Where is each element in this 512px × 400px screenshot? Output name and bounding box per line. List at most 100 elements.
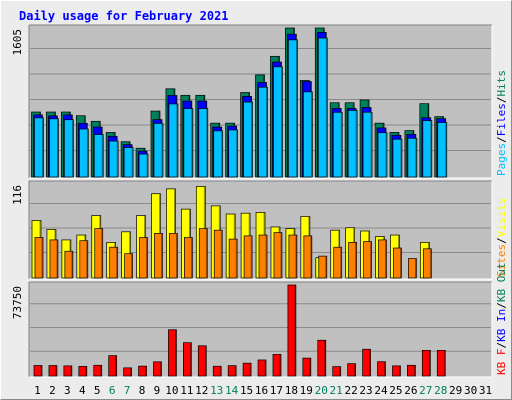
bar-pages-day-7 xyxy=(123,147,134,178)
bar-pages-day-12 xyxy=(198,108,209,178)
x-tick-label: 6 xyxy=(109,384,116,397)
x-tick-label: 2 xyxy=(49,384,56,397)
bar-pages-day-28 xyxy=(437,122,448,178)
bar-sites-day-27 xyxy=(422,248,432,279)
bar-sites-day-19 xyxy=(303,235,313,279)
legend-visits: Visits xyxy=(495,198,508,238)
x-tick-label: 1 xyxy=(34,384,41,397)
bar-pages-day-11 xyxy=(183,108,194,178)
bar-sites-day-6 xyxy=(109,246,119,279)
bar-kbf-day-27 xyxy=(421,349,431,377)
bar-pages-day-19 xyxy=(302,91,313,178)
y-max-label: 116 xyxy=(11,185,24,205)
x-tick-label: 30 xyxy=(464,384,477,397)
x-tick-label: 20 xyxy=(315,384,328,397)
bar-kbf-day-17 xyxy=(272,354,282,377)
bar-kbf-day-19 xyxy=(302,357,312,377)
bar-pages-day-20 xyxy=(317,37,328,178)
legend-kb-f: KB F xyxy=(495,349,508,376)
x-tick-label: 29 xyxy=(449,384,462,397)
bar-pages-day-23 xyxy=(362,111,373,178)
bar-sites-day-2 xyxy=(49,239,59,279)
bar-pages-day-18 xyxy=(288,39,298,178)
bar-pages-day-14 xyxy=(228,129,239,178)
bar-kbf-day-21 xyxy=(332,366,342,377)
bar-kbf-day-6 xyxy=(108,355,118,377)
bar-sites-day-12 xyxy=(198,228,208,279)
legend: Pages/Files/Hits xyxy=(495,70,508,176)
bar-kbf-day-10 xyxy=(168,329,177,377)
legend-separator: / xyxy=(495,302,508,309)
bar-kbf-day-22 xyxy=(347,363,356,377)
x-tick-label: 10 xyxy=(165,384,178,397)
bar-pages-day-15 xyxy=(243,101,253,178)
bar-kbf-day-20 xyxy=(317,339,327,377)
bar-kbf-day-9 xyxy=(153,361,162,377)
bar-pages-day-1 xyxy=(34,117,44,178)
bar-sites-day-9 xyxy=(154,233,163,279)
x-tick-label: 19 xyxy=(300,384,313,397)
legend: Sites/Visits xyxy=(495,198,508,278)
bar-sites-day-11 xyxy=(184,237,193,279)
legend-sites: Sites xyxy=(495,244,508,277)
legend-separator: / xyxy=(495,237,508,244)
x-tick-label: 16 xyxy=(255,384,268,397)
x-tick-label: 12 xyxy=(195,384,208,397)
bar-pages-day-6 xyxy=(108,140,119,178)
legend-separator: / xyxy=(495,342,508,349)
bar-sites-day-26 xyxy=(408,258,417,279)
bar-sites-day-22 xyxy=(348,241,357,279)
bar-pages-day-16 xyxy=(258,86,268,178)
bar-sites-day-25 xyxy=(393,247,402,279)
bar-sites-day-21 xyxy=(333,246,343,279)
x-tick-label: 23 xyxy=(359,384,372,397)
bar-kbf-day-18 xyxy=(287,284,297,377)
bar-sites-day-15 xyxy=(243,235,253,279)
bar-kbf-day-5 xyxy=(93,364,103,377)
legend-separator: / xyxy=(495,136,508,143)
bar-kbf-day-16 xyxy=(257,359,267,377)
bar-pages-day-26 xyxy=(407,137,418,178)
bar-pages-day-17 xyxy=(273,66,283,178)
x-tick-label: 17 xyxy=(270,384,283,397)
bar-sites-day-3 xyxy=(64,250,74,279)
x-tick-label: 28 xyxy=(434,384,447,397)
bar-sites-day-20 xyxy=(318,255,328,279)
x-tick-label: 4 xyxy=(79,384,86,397)
bar-sites-day-13 xyxy=(213,229,223,279)
x-tick-label: 15 xyxy=(240,384,253,397)
bar-sites-day-10 xyxy=(169,233,178,279)
bar-kbf-day-15 xyxy=(242,362,252,377)
bar-sites-day-14 xyxy=(228,238,238,279)
legend-kb-in: KB In xyxy=(495,309,508,342)
bar-kbf-day-1 xyxy=(33,365,43,377)
bar-pages-day-5 xyxy=(93,134,104,178)
x-tick-label: 3 xyxy=(64,384,71,397)
bar-pages-day-21 xyxy=(332,111,343,178)
bar-pages-day-22 xyxy=(347,110,358,178)
bar-sites-day-23 xyxy=(363,241,372,279)
bar-pages-day-25 xyxy=(392,138,403,178)
bar-kbf-day-7 xyxy=(123,367,132,377)
bar-sites-day-5 xyxy=(94,228,104,279)
bar-pages-day-10 xyxy=(168,103,179,178)
bar-kbf-day-14 xyxy=(227,365,237,377)
x-tick-label: 26 xyxy=(404,384,417,397)
x-tick-label: 24 xyxy=(374,384,388,397)
bar-kbf-day-2 xyxy=(48,365,58,377)
x-tick-label: 18 xyxy=(285,384,298,397)
chart-title: Daily usage for February 2021 xyxy=(19,9,229,23)
x-tick-label: 27 xyxy=(419,384,432,397)
x-tick-label: 11 xyxy=(180,384,193,397)
bar-pages-day-2 xyxy=(49,118,59,178)
bar-kbf-day-28 xyxy=(436,349,446,377)
bar-kbf-day-3 xyxy=(63,365,73,377)
legend-kb-out: KB Out xyxy=(495,262,508,302)
bar-kbf-day-25 xyxy=(392,365,401,377)
bar-pages-day-24 xyxy=(377,132,388,178)
bar-kbf-day-8 xyxy=(138,365,147,377)
legend-separator: / xyxy=(495,97,508,104)
bar-kbf-day-12 xyxy=(197,345,207,377)
bar-kbf-day-13 xyxy=(212,365,222,377)
